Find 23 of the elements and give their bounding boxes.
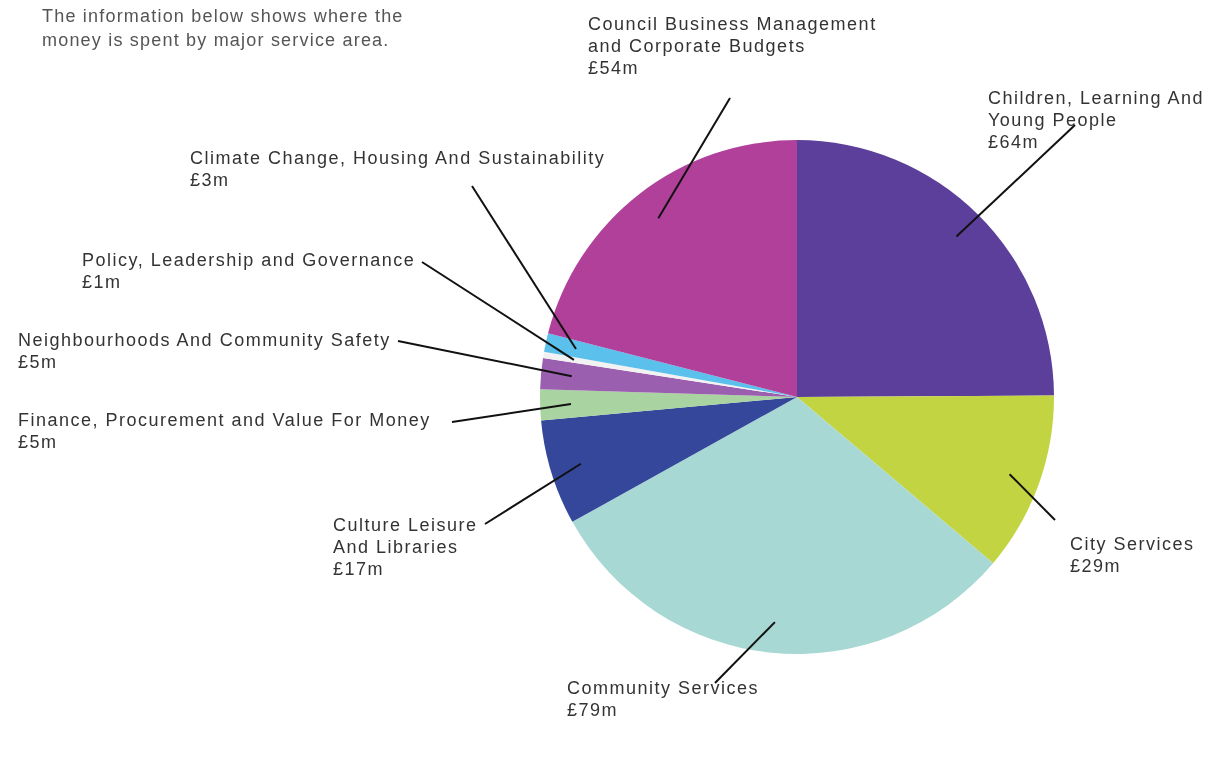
- slice-label: Council Business Management and Corporate Budgets: [588, 14, 877, 56]
- data-label: £3m: [190, 170, 230, 190]
- slice-label: Neighbourhoods And Community Safety: [18, 330, 391, 350]
- data-label: £29m: [1070, 556, 1122, 576]
- slice-label: Finance, Procurement and Value For Money: [18, 410, 431, 430]
- data-label: £17m: [333, 559, 385, 579]
- data-label: £5m: [18, 352, 58, 372]
- slice-label: Children, Learning And Young People: [988, 88, 1205, 130]
- slice-label: Community Services: [567, 678, 760, 698]
- pie-slice: [797, 395, 1054, 564]
- slice-label: Culture Leisure And Libraries: [333, 515, 478, 557]
- data-label: £64m: [988, 132, 1040, 152]
- slice-label: Policy, Leadership and Governance: [82, 250, 416, 270]
- data-label: £5m: [18, 432, 58, 452]
- data-label: £79m: [567, 700, 619, 720]
- slice-label: City Services: [1070, 534, 1195, 554]
- pie-slice: [544, 333, 797, 397]
- pie-slice: [541, 397, 797, 522]
- data-label: £1m: [82, 272, 122, 292]
- data-label: £54m: [588, 58, 640, 78]
- chart-title: The information below shows where the money is spent by major service area.: [42, 6, 404, 50]
- slice-label: Climate Change, Housing And Sustainability: [190, 148, 606, 168]
- pie-slice: [572, 397, 994, 654]
